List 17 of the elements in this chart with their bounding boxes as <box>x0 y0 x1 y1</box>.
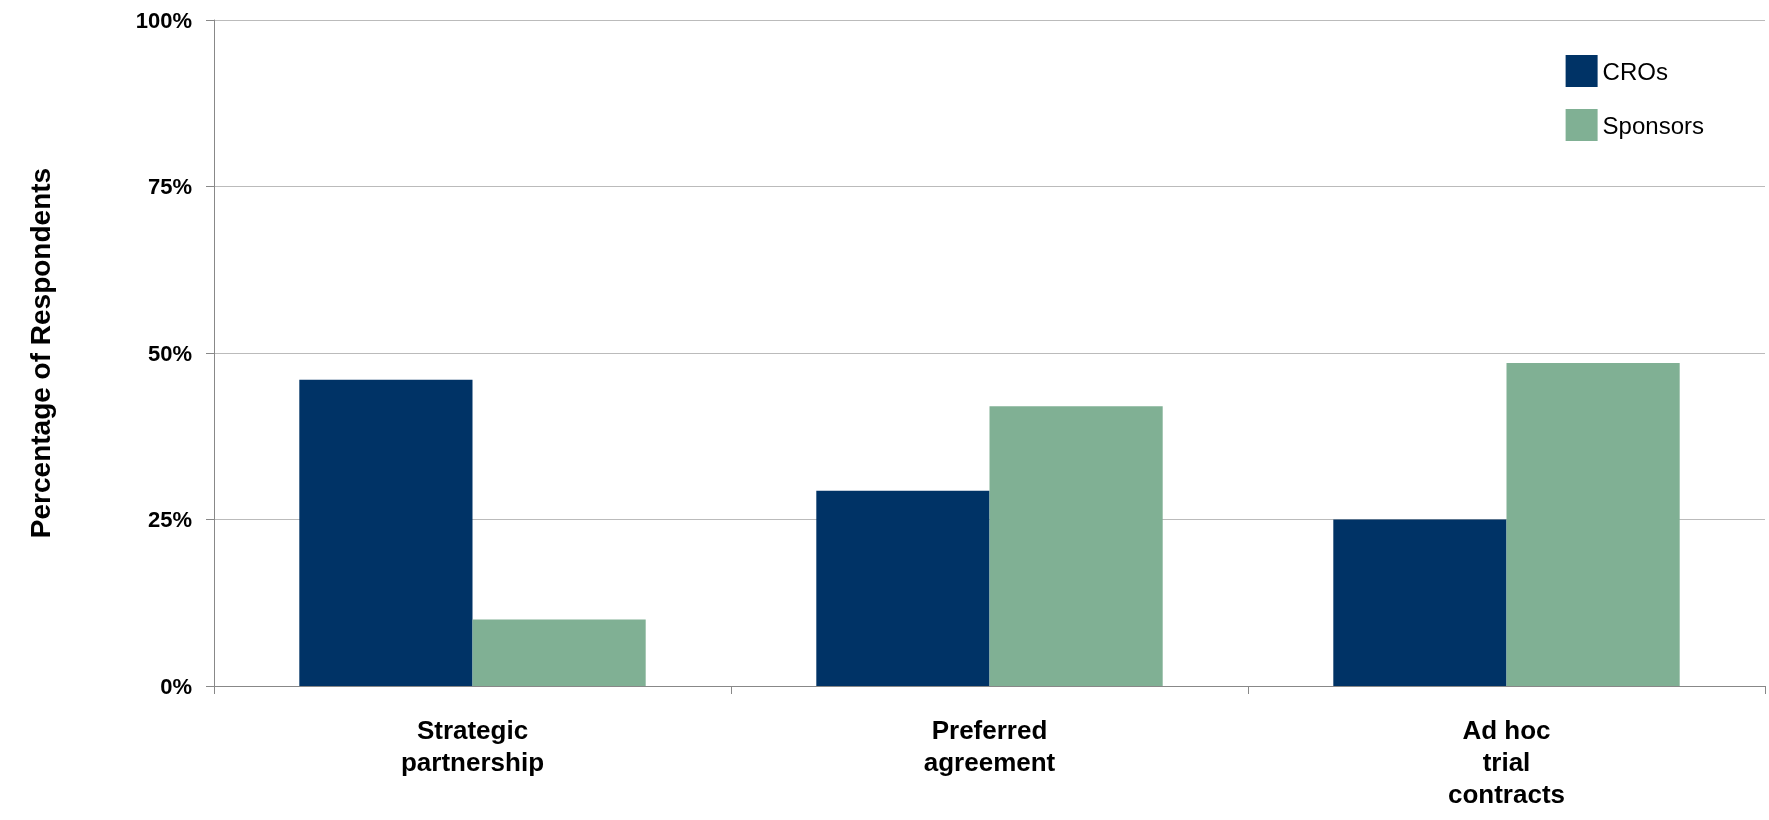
x-tick-label: Ad hoc trial contracts <box>1447 715 1566 809</box>
y-tick-label: 50% <box>147 340 192 366</box>
bar <box>989 406 1163 686</box>
y-tick-label: 100% <box>135 7 192 33</box>
legend-label: Sponsors <box>1602 111 1704 139</box>
x-tick-label: Preferred agreement <box>923 715 1056 777</box>
legend-label: CROs <box>1602 57 1668 85</box>
y-tick-label: 25% <box>147 507 192 532</box>
bar <box>1506 362 1680 686</box>
bar <box>299 379 473 686</box>
x-tick-label: Strategic partnership <box>400 715 545 777</box>
bar <box>472 619 646 686</box>
y-tick-label: 75% <box>147 174 192 199</box>
y-tick-label: 0% <box>160 673 192 699</box>
bar <box>816 490 990 686</box>
bar <box>1333 519 1507 686</box>
y-axis-title: Percentage of Respondents <box>24 167 56 539</box>
